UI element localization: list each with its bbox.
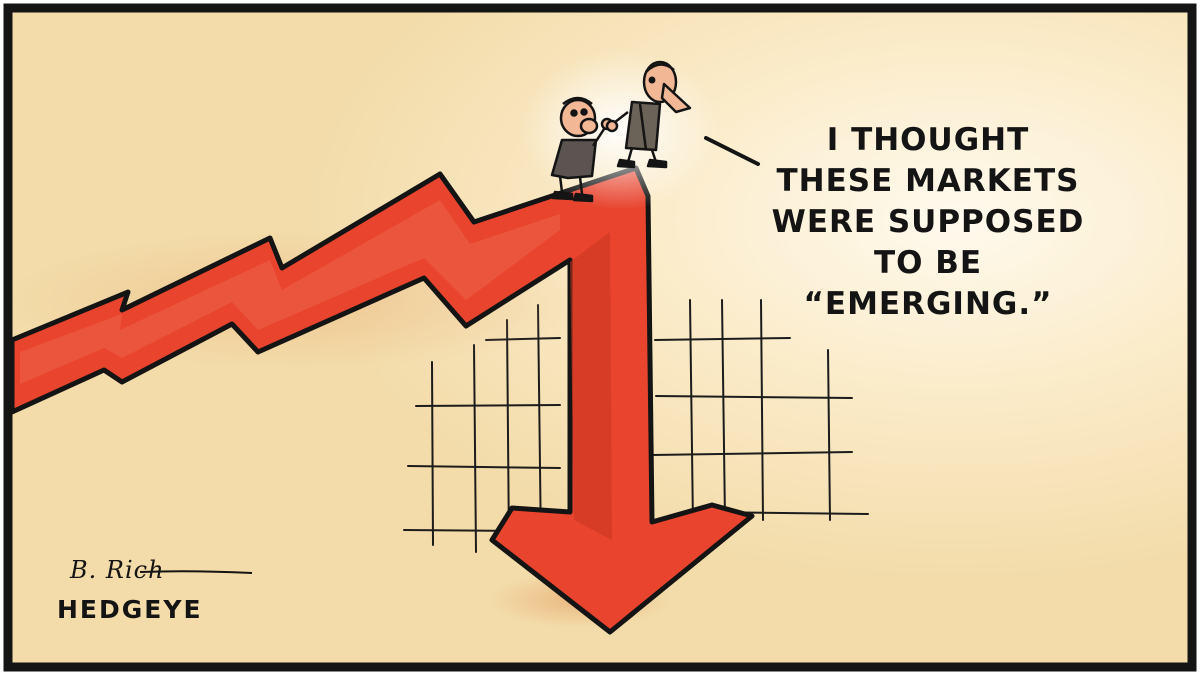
panel-border (3, 3, 1197, 672)
speech-line-4: TO BE (873, 245, 983, 281)
brand-name: HEDGEYE (57, 595, 203, 624)
speech-line-3: WERE SUPPOSED (771, 204, 1085, 240)
broker-man-figure (605, 60, 692, 169)
speech-line-2: THESE MARKETS (776, 163, 1080, 199)
artist-signature: B. Rich (70, 556, 165, 584)
falling-arrow (9, 165, 755, 635)
speech-pointer (704, 136, 760, 166)
speech-caption: I THOUGHT THESE MARKETS WERE SUPPOSED TO… (752, 120, 1104, 325)
speech-line-5: “EMERGING.” (803, 286, 1053, 322)
speech-line-1: I THOUGHT (826, 122, 1030, 158)
nervous-man-figure (550, 96, 614, 203)
